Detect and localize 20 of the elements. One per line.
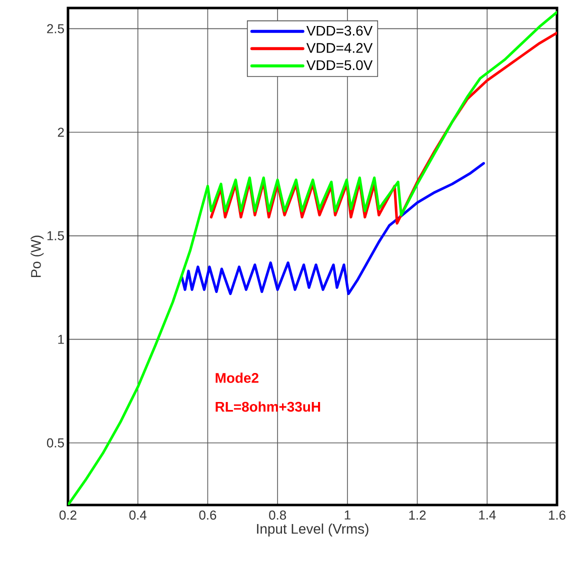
y-axis-title: Po (W): [30, 236, 44, 278]
y-tick-label: 2.5: [47, 24, 64, 34]
x-tick-label: 1.4: [479, 510, 496, 520]
y-tick-label: 0.5: [46, 438, 64, 448]
annotation: Mode2: [216, 372, 258, 383]
x-tick-label: 1.2: [409, 510, 426, 520]
x-tick-label: 0.4: [129, 510, 146, 520]
legend-label: VDD=5.0V: [306, 60, 373, 70]
line-series: [180, 162, 485, 296]
y-tick-label: 1: [58, 334, 64, 344]
x-tick-label: 1.6: [548, 510, 566, 520]
x-tick-label: 0.8: [269, 510, 286, 520]
y-tick-label: 1.5: [47, 231, 64, 240]
x-tick-label: 1: [344, 510, 350, 520]
legend-label: VDD=3.6V: [306, 26, 373, 36]
x-tick-label: 0.2: [60, 510, 76, 520]
y-tick-label: 2: [58, 128, 64, 137]
legend-label: VDD=4.2V: [306, 43, 373, 53]
x-tick-label: 0.6: [199, 510, 216, 520]
x-axis-title: Input Level (Vrms): [257, 524, 368, 537]
